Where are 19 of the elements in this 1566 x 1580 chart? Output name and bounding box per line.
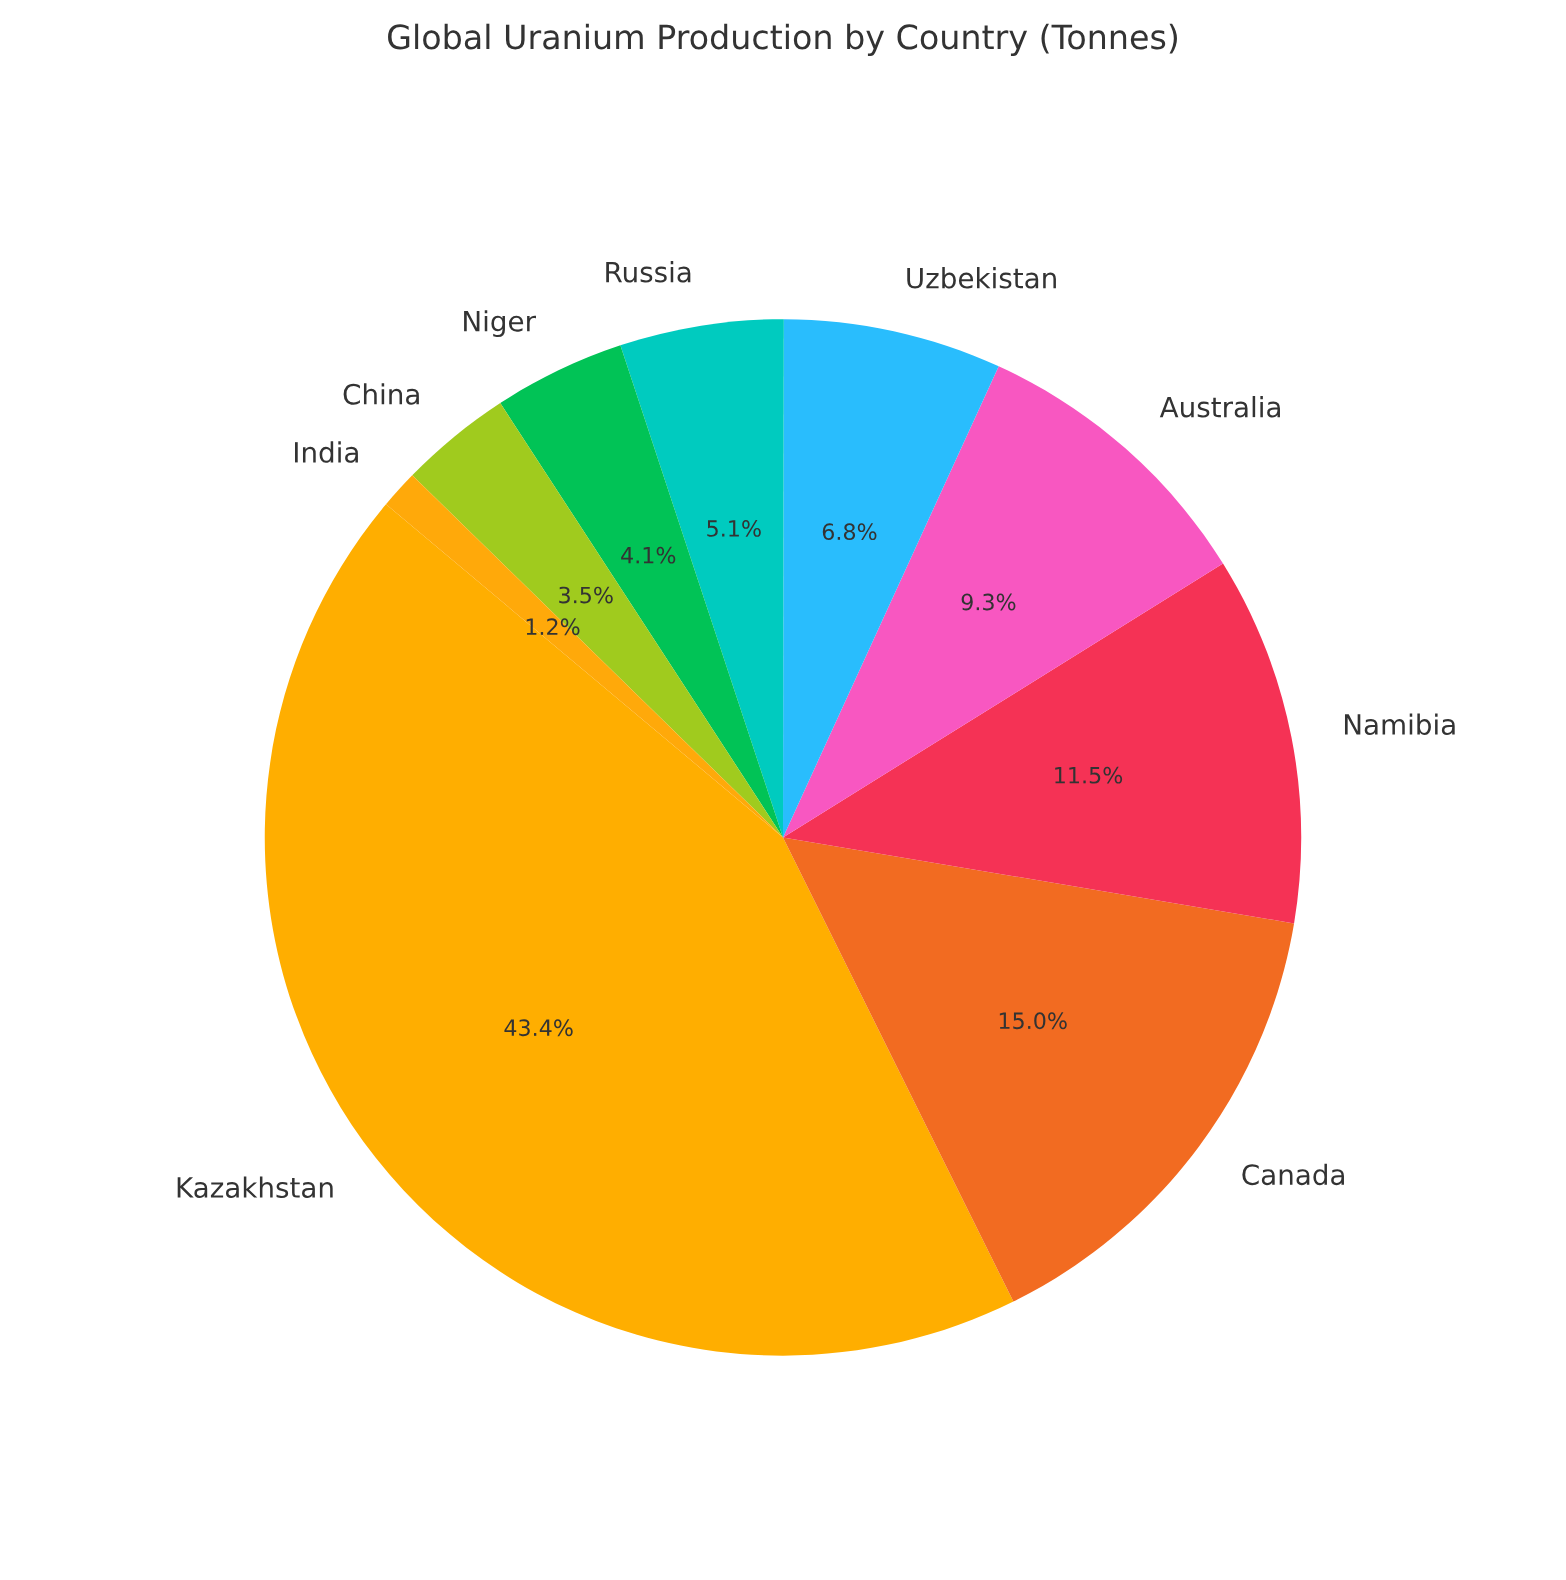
slice-label: Canada bbox=[1242, 1163, 1344, 1186]
data-label: 4.1% bbox=[621, 546, 676, 564]
data-label: 6.8% bbox=[822, 523, 877, 541]
slice-label: Russia bbox=[606, 261, 691, 283]
data-label: 5.1% bbox=[707, 520, 761, 537]
data-label: 15.0% bbox=[999, 1012, 1067, 1030]
slice-label: India bbox=[294, 441, 358, 463]
slice-label: Kazakhstan bbox=[177, 1176, 333, 1198]
slice-label: Namibia bbox=[1344, 713, 1455, 736]
slice-label: China bbox=[343, 383, 419, 405]
data-label: 1.2% bbox=[526, 618, 580, 636]
data-label: 43.4% bbox=[504, 1019, 573, 1037]
data-label: 3.5% bbox=[559, 586, 613, 604]
chart-title: Global Uranium Production by Country (Tonnes) bbox=[388, 23, 1177, 56]
slice-label: Niger bbox=[464, 310, 536, 338]
data-label: 9.3% bbox=[961, 593, 1016, 611]
slice-label: Australia bbox=[1159, 396, 1280, 418]
data-label: 11.5% bbox=[1055, 766, 1123, 784]
slice-label: Uzbekistan bbox=[907, 267, 1056, 289]
